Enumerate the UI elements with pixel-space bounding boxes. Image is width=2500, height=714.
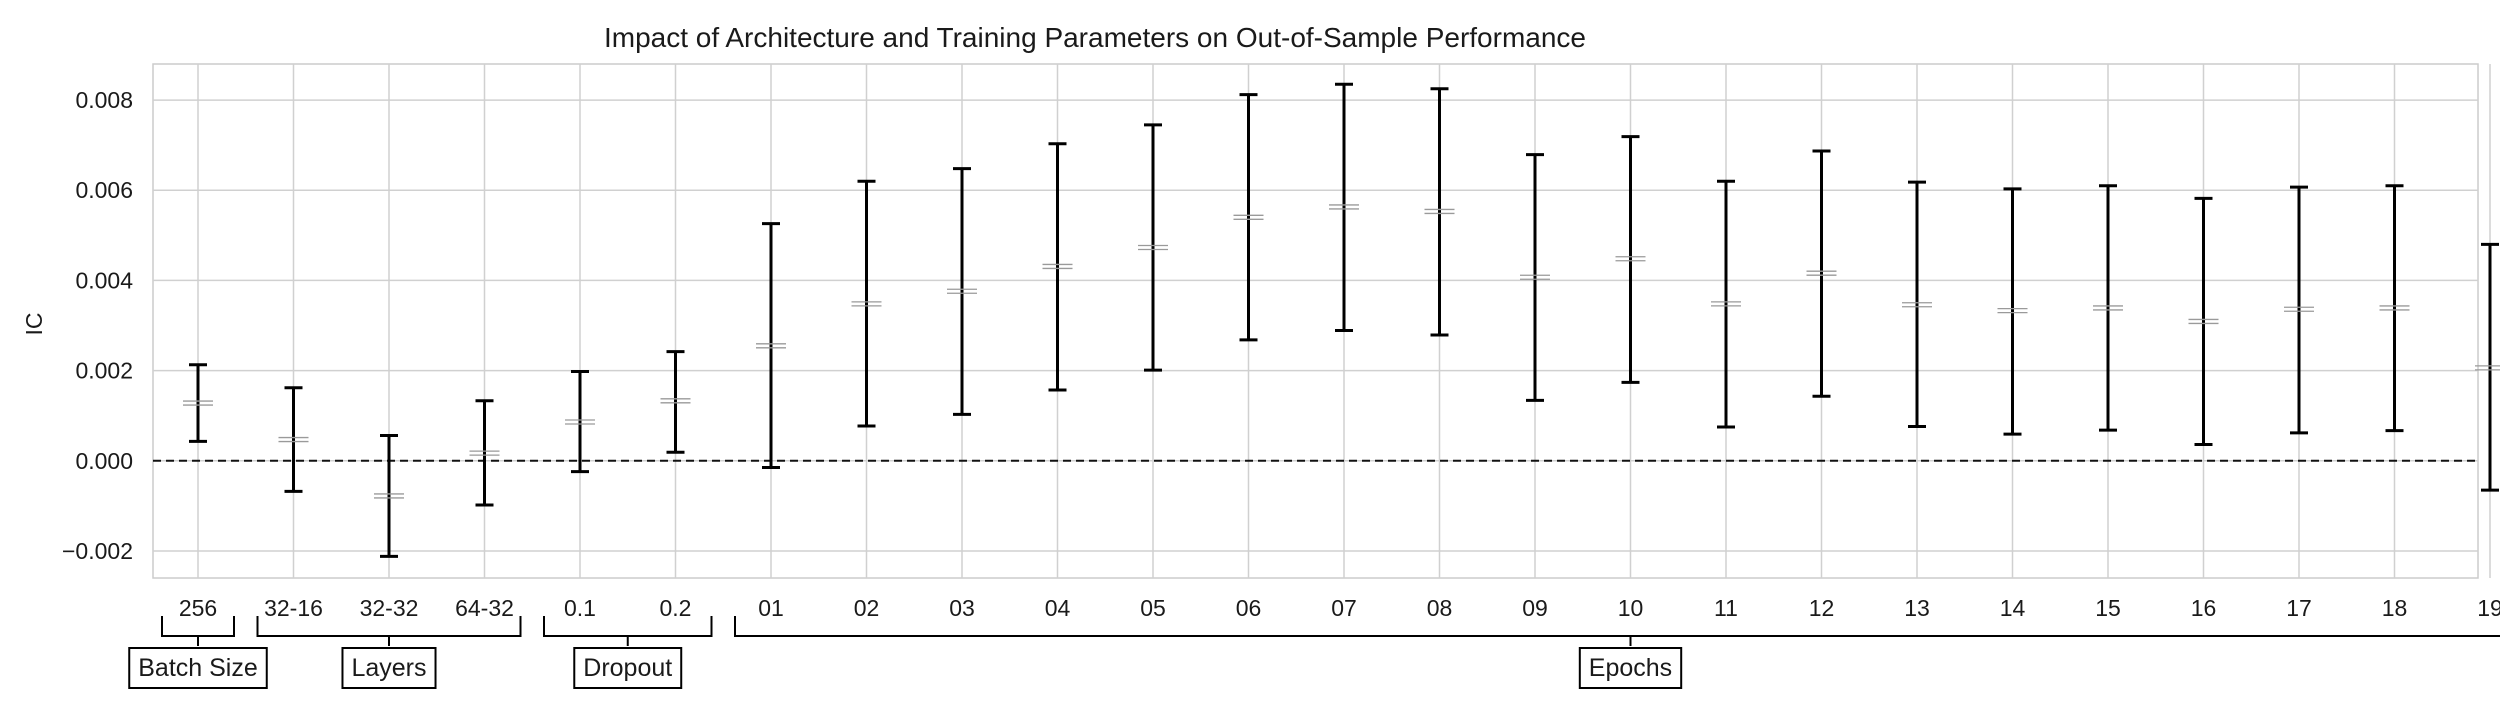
x-tick-label: 0.2: [660, 595, 692, 621]
y-tick-label: 0.006: [75, 177, 133, 203]
x-tick-label: 11: [1714, 595, 1738, 621]
x-tick-label: 09: [1522, 595, 1548, 621]
x-tick-label: 18: [2382, 595, 2408, 621]
x-tick-label: 17: [2286, 595, 2312, 621]
group-label-box: [341, 647, 437, 689]
y-tick-label: 0.000: [75, 448, 133, 474]
x-tick-label: 02: [854, 595, 880, 621]
x-tick-label: 10: [1618, 595, 1644, 621]
x-tick-label: 32-16: [264, 595, 323, 621]
group-label: Dropout: [583, 654, 672, 682]
x-tick-label: 64-32: [455, 595, 514, 621]
group-label-box: [1578, 647, 1683, 689]
x-tick-label: 06: [1236, 595, 1262, 621]
x-tick-label: 19: [2477, 595, 2500, 621]
x-tick-label: 05: [1140, 595, 1166, 621]
x-tick-label: 04: [1045, 595, 1071, 621]
y-tick-label: 0.002: [75, 358, 133, 384]
plot-frame: [152, 63, 2479, 579]
x-tick-label: 16: [2191, 595, 2217, 621]
y-tick-label: 0.008: [75, 87, 133, 113]
y-tick-label: −0.002: [62, 538, 133, 564]
group-label-box: [573, 647, 683, 689]
y-tick-label: 0.004: [75, 267, 133, 293]
x-tick-label: 256: [179, 595, 217, 621]
y-axis-label: IC: [21, 313, 47, 336]
group-label: Batch Size: [138, 654, 258, 682]
x-tick-label: 0.1: [564, 595, 596, 621]
chart-title: Impact of Architecture and Training Para…: [604, 22, 1586, 53]
group-label-box: [128, 647, 268, 689]
group-label: Layers: [351, 654, 426, 682]
group-label: Epochs: [1589, 654, 1672, 682]
x-tick-label: 13: [1904, 595, 1930, 621]
x-tick-label: 01: [758, 595, 784, 621]
plot-area: −0.002 0.000 0.002 0.004 0.006 0.008 256 32-16 3…: [62, 63, 2500, 689]
x-tick-label: 07: [1331, 595, 1357, 621]
x-tick-label: 12: [1809, 595, 1835, 621]
x-tick-label: 14: [2000, 595, 2026, 621]
x-tick-label: 32-32: [360, 595, 419, 621]
x-tick-label: 08: [1427, 595, 1453, 621]
x-tick-label: 15: [2095, 595, 2121, 621]
x-tick-label: 03: [949, 595, 975, 621]
